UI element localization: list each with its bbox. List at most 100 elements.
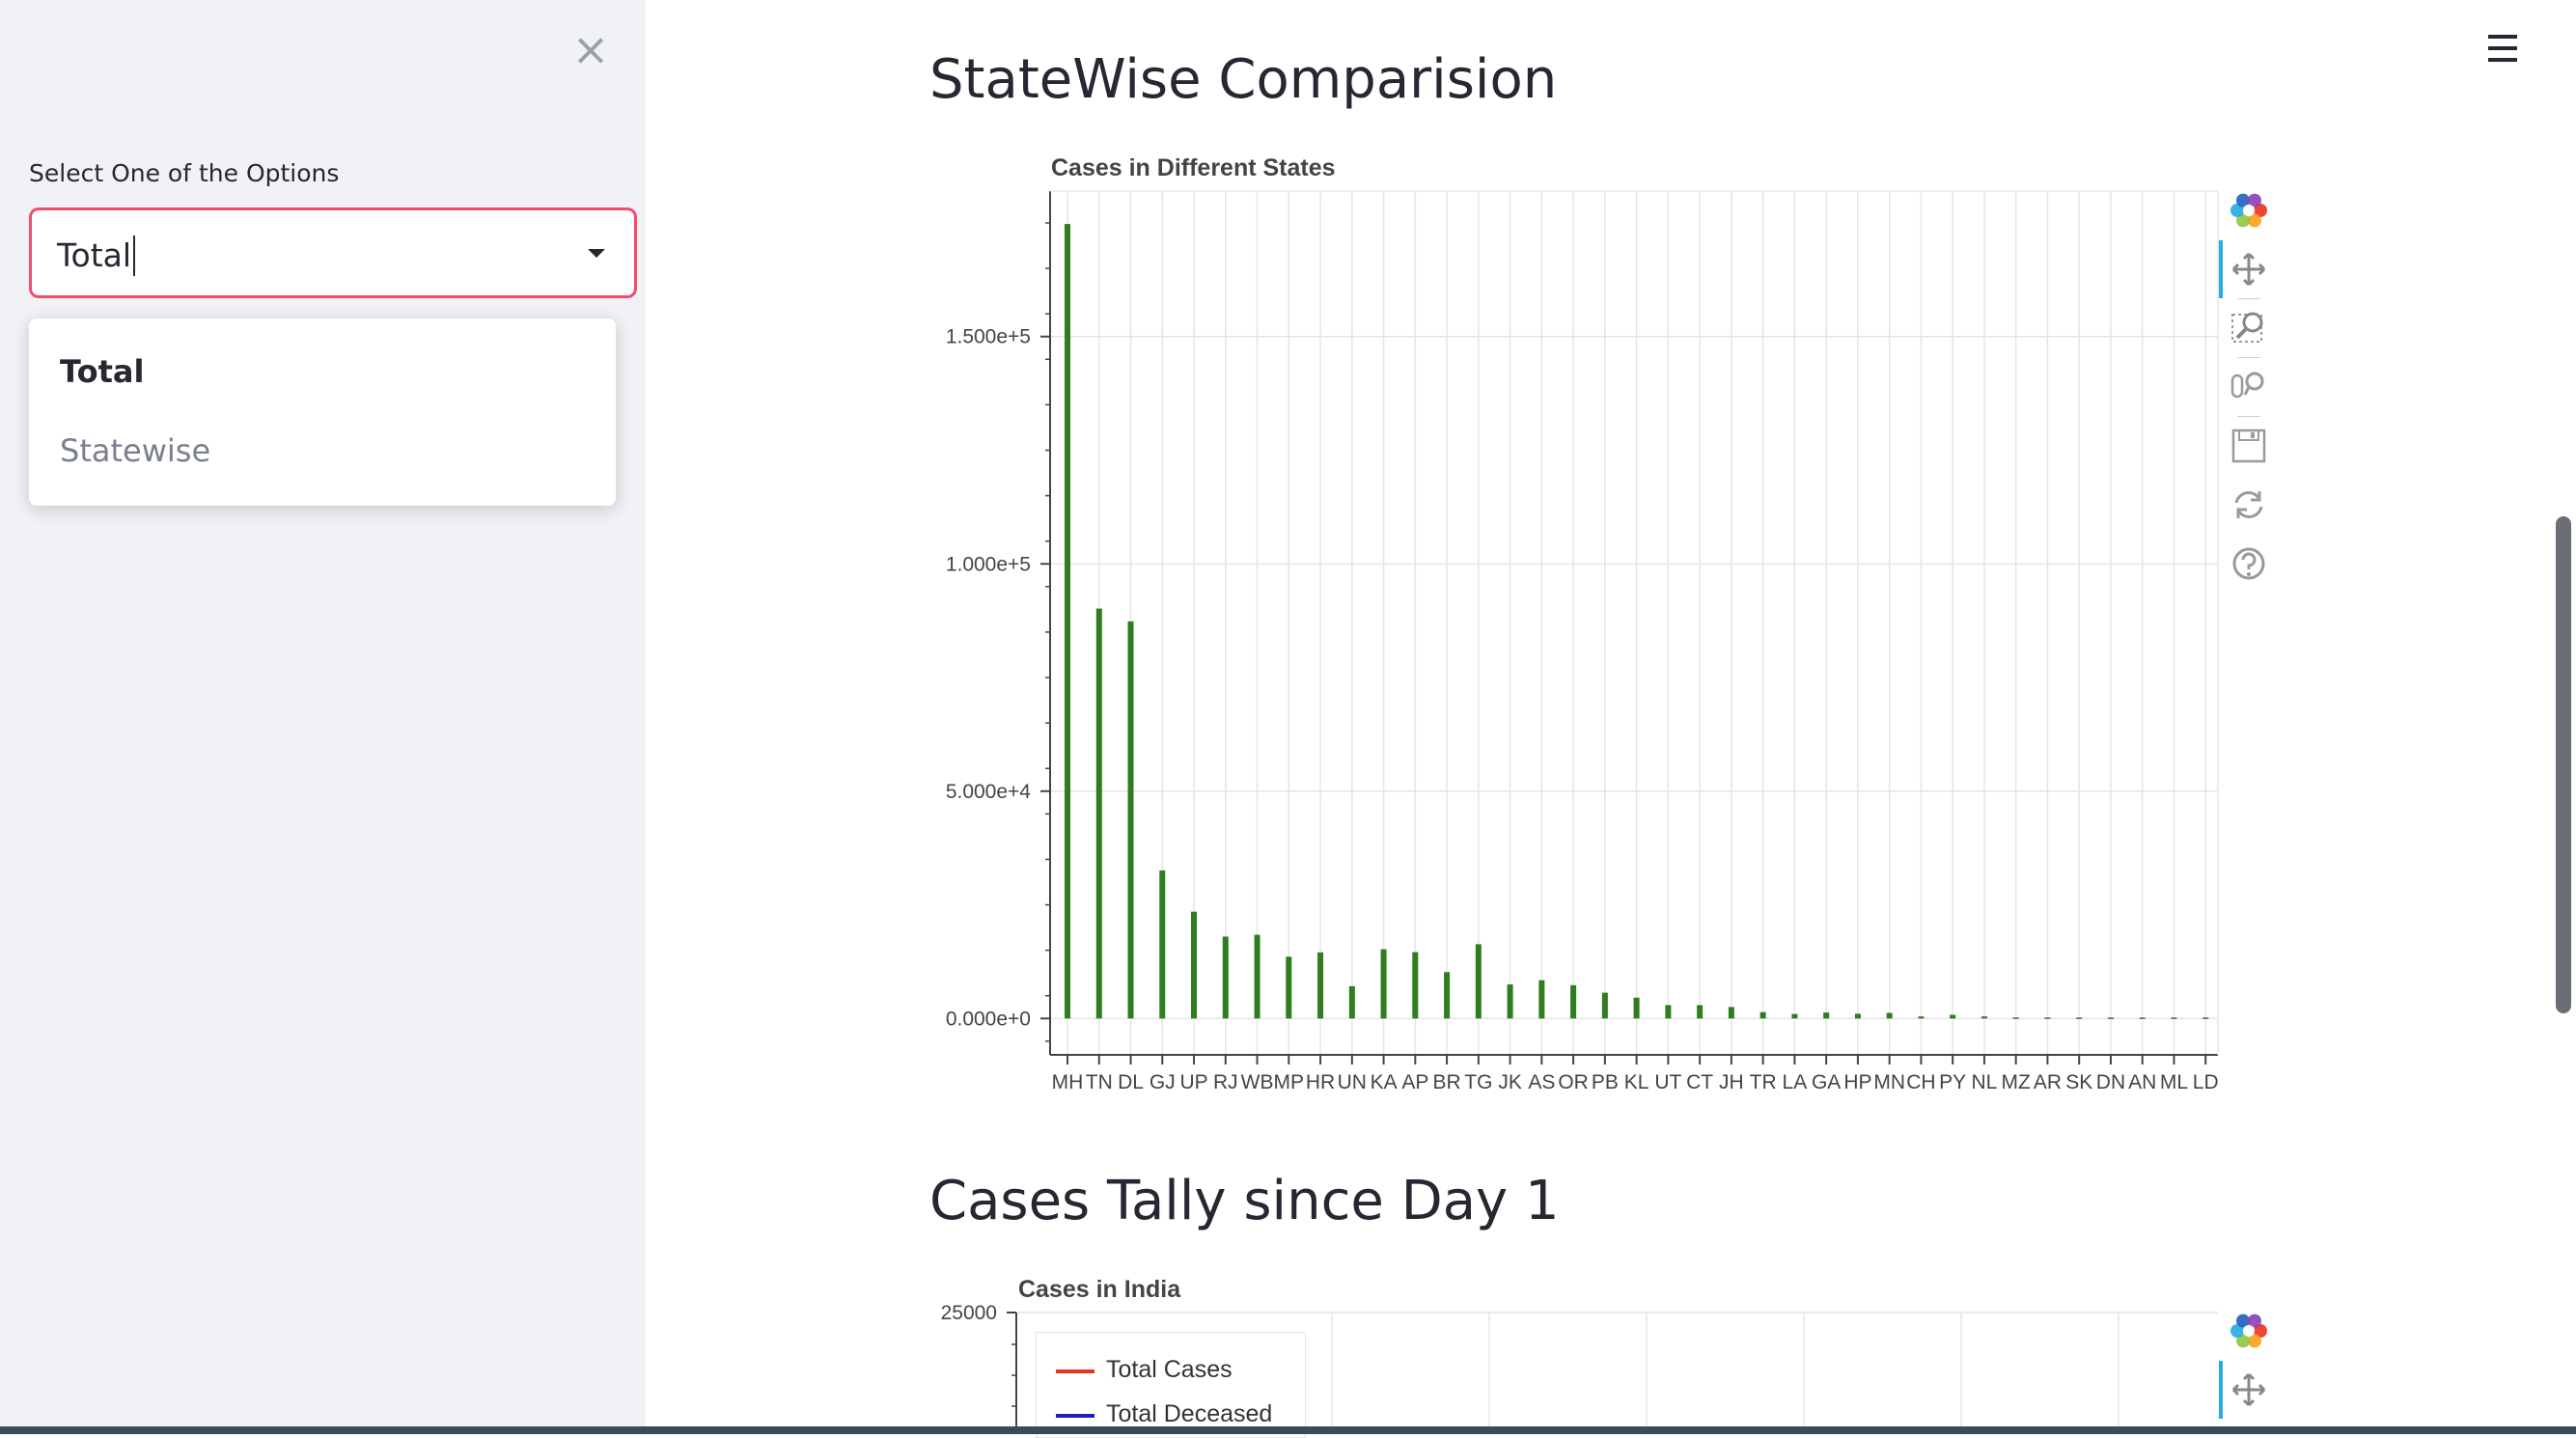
option-statewise[interactable]: Statewise [60, 432, 211, 469]
bar-LD[interactable] [2202, 1017, 2209, 1019]
x-tick-label: WB [1241, 1071, 1274, 1093]
bar-GA[interactable] [1823, 1012, 1830, 1019]
bar-TG[interactable] [1475, 944, 1482, 1019]
x-tick-label: UN [1338, 1071, 1367, 1093]
x-tick-label: NL [1972, 1071, 1998, 1093]
bar-HR[interactable] [1317, 952, 1324, 1019]
select-value[interactable]: Total [57, 236, 132, 274]
bar-JK[interactable] [1507, 984, 1513, 1019]
bar-JH[interactable] [1728, 1007, 1734, 1019]
bar-CT[interactable] [1697, 1005, 1703, 1019]
bar-GJ[interactable] [1159, 870, 1166, 1019]
x-tick-label: PB [1592, 1071, 1619, 1093]
x-tick-label: BR [1432, 1071, 1460, 1093]
legend-swatch-total-cases [1056, 1369, 1094, 1373]
reset-icon[interactable] [2228, 484, 2270, 526]
bar-UP[interactable] [1191, 911, 1198, 1019]
bar-ML[interactable] [2171, 1017, 2177, 1019]
y-tick-label: 1.500e+5 [946, 326, 1031, 348]
x-tick-label: DN [2096, 1071, 2125, 1093]
toolbar-separator [2237, 357, 2260, 358]
x-tick-label: HP [1843, 1071, 1871, 1093]
close-sidebar-icon[interactable]: × [571, 23, 610, 75]
save-icon[interactable] [2228, 425, 2270, 467]
x-tick-label: CT [1686, 1071, 1713, 1093]
bar-MZ[interactable] [2012, 1017, 2019, 1019]
x-tick-label: PY [1939, 1071, 1966, 1093]
x-tick-label: LD [2193, 1071, 2219, 1093]
x-tick-label: MN [1873, 1071, 1905, 1093]
sidebar: × Select One of the Options Total Total … [0, 0, 646, 1428]
scrollbar[interactable] [2556, 516, 2571, 1013]
x-tick-label: JK [1498, 1071, 1522, 1093]
bar-DN[interactable] [2107, 1017, 2114, 1019]
bar-HP[interactable] [1854, 1013, 1861, 1019]
bar-LA[interactable] [1791, 1013, 1798, 1019]
bar-UT[interactable] [1665, 1005, 1672, 1019]
chart-legend: Total Cases Total Deceased [1036, 1332, 1306, 1438]
bar-MN[interactable] [1886, 1012, 1893, 1019]
page-heading-statewise: StateWise Comparision [929, 48, 1558, 111]
wheel-zoom-icon[interactable] [2228, 366, 2270, 408]
pan-icon[interactable] [2228, 1369, 2270, 1411]
x-tick-label: ML [2160, 1071, 2188, 1093]
window-bottom-edge [0, 1426, 2576, 1434]
x-tick-label: CH [1906, 1071, 1935, 1093]
x-tick-label: TR [1750, 1071, 1777, 1093]
hamburger-menu-icon[interactable] [2488, 35, 2523, 64]
bar-MP[interactable] [1286, 956, 1292, 1019]
bar-BR[interactable] [1444, 972, 1451, 1019]
box-zoom-icon[interactable] [2228, 307, 2270, 349]
page-heading-tally: Cases Tally since Day 1 [929, 1170, 1560, 1232]
x-tick-label: MH [1052, 1071, 1084, 1093]
x-tick-label: OR [1558, 1071, 1589, 1093]
chevron-down-icon[interactable] [588, 249, 605, 258]
bar-SK[interactable] [2076, 1017, 2083, 1019]
bar-KA[interactable] [1380, 949, 1387, 1019]
help-icon[interactable] [2228, 542, 2270, 585]
bar-AP[interactable] [1412, 952, 1419, 1019]
legend-swatch-total-deceased [1056, 1414, 1094, 1418]
bokeh-logo-icon [2230, 1314, 2267, 1348]
x-tick-label: TN [1086, 1071, 1113, 1093]
options-select[interactable]: Total [29, 207, 637, 298]
options-dropdown: Total Statewise [29, 318, 616, 506]
chart-title-india: Cases in India [1018, 1276, 1181, 1303]
bar-AS[interactable] [1538, 980, 1545, 1019]
bar-TN[interactable] [1095, 608, 1102, 1019]
toolbar-separator [2237, 416, 2260, 417]
bar-PB[interactable] [1601, 992, 1608, 1019]
bar-OR[interactable] [1570, 984, 1577, 1019]
bar-CH[interactable] [1918, 1016, 1925, 1019]
x-tick-label: SK [2065, 1071, 2092, 1093]
bar-RJ[interactable] [1222, 936, 1229, 1019]
x-tick-label: DL [1118, 1071, 1144, 1093]
bar-DL[interactable] [1127, 621, 1134, 1019]
bar-TR[interactable] [1759, 1011, 1766, 1019]
x-tick-label: GJ [1150, 1071, 1176, 1093]
bar-NL[interactable] [1980, 1016, 1987, 1019]
bar-PY[interactable] [1950, 1014, 1956, 1019]
x-tick-label: TG [1464, 1071, 1492, 1093]
y-tick-label: 1.000e+5 [946, 553, 1031, 575]
select-label: Select One of the Options [29, 159, 340, 187]
y-tick-label: 25000 [941, 1302, 997, 1324]
x-tick-label: AN [2128, 1071, 2156, 1093]
bar-AN[interactable] [2139, 1017, 2146, 1019]
pan-icon[interactable] [2228, 248, 2270, 290]
x-tick-label: AS [1528, 1071, 1555, 1093]
bar-AR[interactable] [2044, 1017, 2051, 1019]
bar-MH[interactable] [1065, 224, 1071, 1019]
x-tick-label: UT [1654, 1071, 1681, 1093]
x-tick-label: UP [1179, 1071, 1207, 1093]
x-tick-label: HR [1306, 1071, 1335, 1093]
bar-KL[interactable] [1633, 997, 1640, 1019]
x-tick-label: MZ [2002, 1071, 2031, 1093]
x-tick-label: KA [1371, 1071, 1398, 1093]
bar-WB[interactable] [1254, 934, 1260, 1019]
option-total[interactable]: Total [60, 353, 145, 390]
bar-UN[interactable] [1348, 985, 1355, 1019]
bokeh-logo-icon [2230, 193, 2267, 228]
